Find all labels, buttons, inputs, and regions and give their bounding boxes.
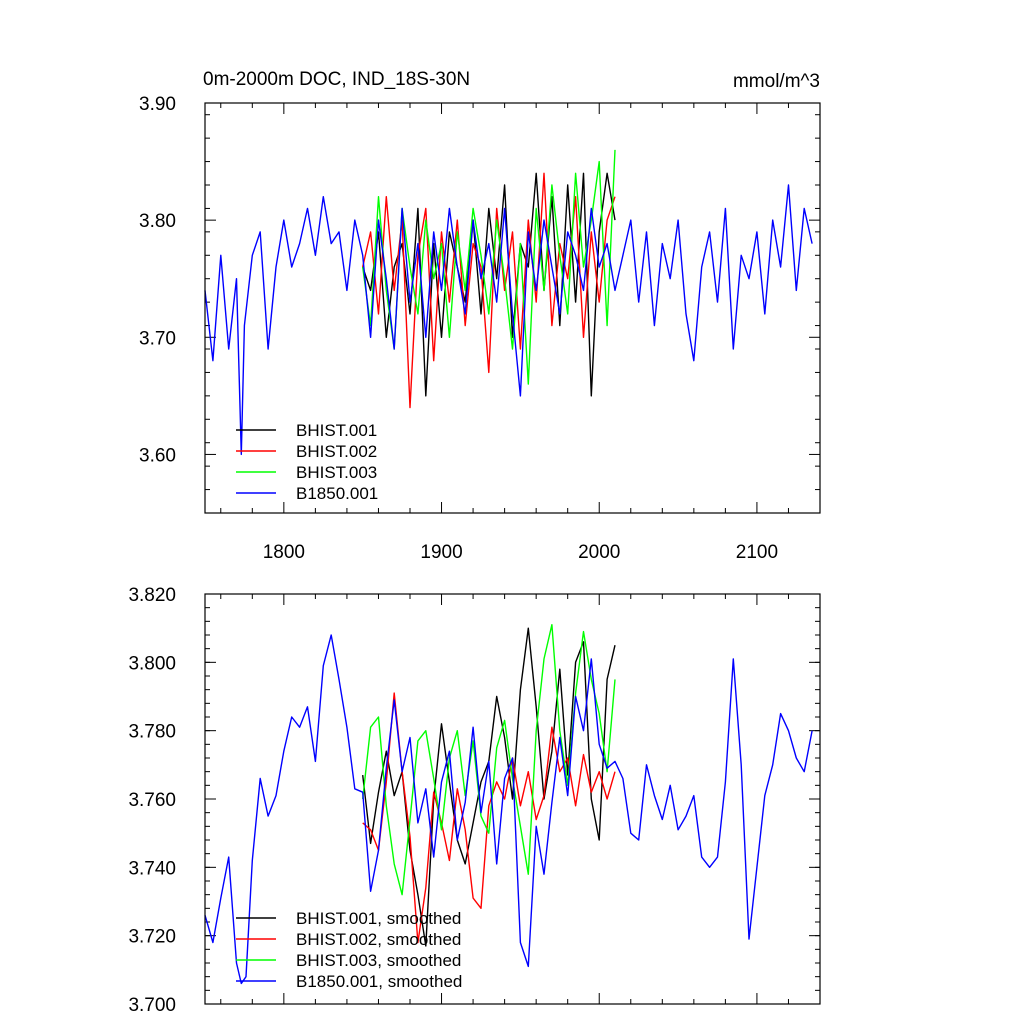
y-tick-label: 3.820 <box>128 585 176 606</box>
y-tick-label: 3.760 <box>128 790 176 811</box>
x-tick-label: 1900 <box>420 542 462 563</box>
bottom-series-lines <box>204 624 813 985</box>
series-line-2 <box>362 692 616 944</box>
y-tick-label: 3.70 <box>139 328 176 349</box>
legend-label: BHIST.001 <box>296 421 377 440</box>
bottom-y-tick-labels: 3.700 3.720 3.740 3.760 3.780 3.800 3.820 <box>128 585 176 1016</box>
top-panel: 0m-2000m DOC, IND_18S-30N mmol/m^3 1800 1… <box>139 69 821 563</box>
x-tick-label: 1800 <box>263 542 305 563</box>
y-tick-label: 3.800 <box>128 653 176 674</box>
series-line-3 <box>362 149 616 385</box>
series-line-4 <box>204 184 813 456</box>
top-chart-title: 0m-2000m DOC, IND_18S-30N <box>203 69 470 90</box>
y-tick-label: 3.700 <box>128 995 176 1016</box>
legend-label: BHIST.003 <box>296 463 377 482</box>
top-plot-frame <box>204 102 821 514</box>
top-legend: BHIST.001 BHIST.002 BHIST.003 B1850.001 <box>236 421 378 503</box>
bottom-panel: 3.700 3.720 3.740 3.760 3.780 3.800 3.820 BHIS… <box>128 585 821 1016</box>
legend-label: BHIST.002 <box>296 442 377 461</box>
y-tick-label: 3.80 <box>139 211 176 232</box>
legend-label: BHIST.001, smoothed <box>296 909 461 928</box>
x-tick-label: 2100 <box>736 542 778 563</box>
y-tick-label: 3.720 <box>128 927 176 948</box>
bottom-plot-frame <box>204 593 821 1005</box>
top-chart-units: mmol/m^3 <box>733 71 820 92</box>
legend-label: B1850.001, smoothed <box>296 972 462 991</box>
y-tick-label: 3.740 <box>128 858 176 879</box>
y-tick-label: 3.780 <box>128 722 176 743</box>
top-series-lines <box>204 149 813 456</box>
legend-label: B1850.001 <box>296 484 378 503</box>
bottom-legend: BHIST.001, smoothed BHIST.002, smoothed BH… <box>236 909 462 991</box>
legend-label: BHIST.003, smoothed <box>296 951 461 970</box>
y-tick-label: 3.90 <box>139 94 176 115</box>
top-y-tick-labels: 3.60 3.70 3.80 3.90 <box>139 94 176 466</box>
top-x-tick-labels: 1800 1900 2000 2100 <box>263 542 778 563</box>
y-tick-label: 3.60 <box>139 445 176 466</box>
x-tick-label: 2000 <box>578 542 620 563</box>
legend-label: BHIST.002, smoothed <box>296 930 461 949</box>
series-line-4 <box>204 634 813 985</box>
